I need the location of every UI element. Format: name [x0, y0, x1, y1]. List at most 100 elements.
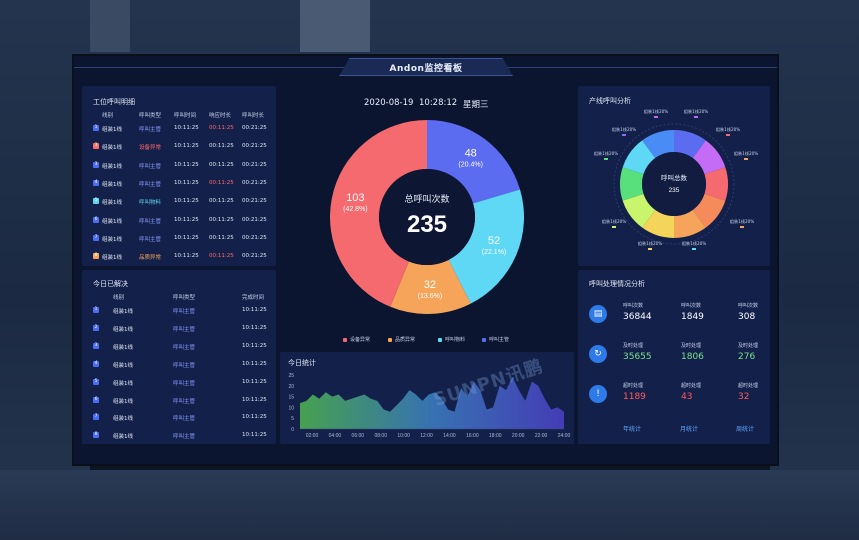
- table-cell-line: 组装1线: [102, 127, 122, 133]
- table-cell-duration: 00:21:25: [242, 143, 267, 150]
- x-tick-label: 06:00: [352, 433, 365, 439]
- dashboard-screen: Andon监控看板 工位呼叫明细 线别 呼叫类型 呼叫时间 响应时长 呼叫时长 1 组装1…: [72, 54, 779, 466]
- call-handling-panel: 呼叫处理情况分析 ▤ 呼叫次数 36844 呼叫次数 1849 呼叫次数 308 ↻ 及时处理 3…: [578, 270, 770, 444]
- legend-item: 品质异常: [388, 336, 415, 343]
- table-cell-line: 组装1线: [102, 145, 122, 152]
- donut-segment: [427, 120, 521, 204]
- col-header: 呼叫时间: [174, 113, 197, 119]
- donut-segment: [448, 189, 524, 304]
- row-index: 1: [93, 307, 99, 313]
- table-cell-type: 呼叫主管: [173, 434, 196, 441]
- call-detail-title: 工位呼叫明细: [93, 98, 135, 106]
- ring-label-marker: [622, 134, 626, 136]
- ring-label: 组装1线20%: [716, 126, 741, 133]
- stat-value: 36844: [623, 312, 652, 322]
- ring-segment: [692, 193, 726, 228]
- table-cell-line: 组装1线: [113, 344, 133, 351]
- ring-label-marker: [648, 248, 652, 250]
- table-cell-line: 组装1线: [102, 218, 122, 225]
- table-cell-response: 00:11:25: [209, 198, 234, 205]
- x-tick-label: 08:00: [374, 433, 387, 439]
- table-cell-response: 00:11:25: [209, 161, 234, 168]
- ring-label: 组装1线20%: [684, 108, 709, 115]
- background-floor: [0, 470, 859, 540]
- x-tick-label: 04:00: [329, 433, 342, 439]
- ring-label-marker: [604, 158, 608, 160]
- table-cell-type: 呼叫主管: [139, 218, 162, 225]
- legend-swatch: [482, 337, 486, 342]
- donut-panel: 2020-08-19 10:28:12 星期三 48 (20.4%) 52 (22.1…: [280, 86, 574, 348]
- table-cell-line: 组装1线: [113, 380, 133, 387]
- x-tick-label: 22:00: [535, 433, 548, 439]
- stat-value: 1189: [623, 392, 646, 402]
- ring-label: 组装1线20%: [682, 240, 707, 247]
- table-cell-response: 00:11:25: [209, 143, 234, 150]
- stat-period-link[interactable]: 周统计: [736, 426, 755, 433]
- line-ring-chart: 呼叫总数 235 组装1线20% 组装1线20% 组装1线20% 组装1线20% 组装1线2…: [594, 108, 759, 250]
- stat-label: 超时处理: [623, 383, 644, 389]
- stat-period-link[interactable]: 年统计: [623, 426, 642, 433]
- col-header: 响应时长: [209, 113, 232, 119]
- table-cell-type: 呼叫主管: [173, 398, 196, 405]
- table-cell-response: 00:11:25: [209, 179, 234, 186]
- table-cell-time: 10:11:25: [174, 161, 199, 168]
- table-cell-duration: 00:21:25: [242, 125, 267, 131]
- weekday-text: 星期三: [463, 100, 489, 110]
- row-index: 8: [93, 432, 99, 439]
- table-cell-line: 组装1线: [102, 200, 122, 207]
- ring-hole: [642, 152, 706, 216]
- ring-segment: [704, 167, 728, 201]
- ring-label: 组装1线20%: [638, 240, 663, 247]
- legend-swatch: [438, 337, 442, 342]
- table-cell-type: 呼叫主管: [173, 309, 196, 315]
- row-index: 7: [93, 234, 99, 241]
- ring-label-marker: [726, 134, 730, 136]
- table-cell-time: 10:11:25: [174, 216, 199, 223]
- refresh-icon: ↻: [589, 345, 607, 363]
- line-analysis-title: 产线呼叫分析: [589, 97, 631, 105]
- ring-segment: [642, 130, 674, 159]
- stat-value: 1806: [681, 352, 704, 362]
- ring-segment: [622, 140, 656, 175]
- ring-label: 组装1线20%: [644, 108, 669, 115]
- ring-label: 组装1线20%: [734, 150, 759, 157]
- ring-center-label: 呼叫总数: [661, 173, 688, 182]
- row-index: 7: [93, 414, 99, 421]
- table-cell-type: 品质异常: [139, 255, 162, 262]
- y-tick-label: 25: [288, 373, 294, 379]
- legend-item: 设备异常: [343, 336, 370, 343]
- stat-value: 43: [681, 392, 693, 402]
- x-tick-label: 20:00: [512, 433, 525, 439]
- x-tick-label: 12:00: [420, 433, 433, 439]
- tv-base: [90, 466, 770, 470]
- table-cell-time: 10:11:25: [174, 253, 199, 260]
- donut-segment: [390, 259, 471, 314]
- title-bar: Andon监控看板: [74, 56, 777, 78]
- y-tick-label: 5: [291, 416, 294, 422]
- legend-label: 设备异常: [350, 337, 371, 343]
- ring-label-marker: [612, 226, 616, 228]
- table-cell-type: 呼叫主管: [173, 380, 196, 387]
- col-header: 呼叫时长: [242, 113, 265, 119]
- row-index: 4: [93, 360, 99, 367]
- row-index: 5: [93, 378, 99, 385]
- stat-period-link[interactable]: 月统计: [680, 426, 699, 433]
- col-header: 呼叫类型: [173, 295, 196, 301]
- background-shelf: [90, 0, 130, 52]
- y-tick-label: 0: [291, 427, 294, 433]
- table-cell-duration: 00:21:25: [242, 179, 267, 186]
- stat-label: 呼叫次数: [623, 303, 644, 309]
- table-cell-time: 10:11:25: [242, 414, 267, 421]
- stat-value: 308: [738, 312, 756, 322]
- ring-segment: [674, 209, 706, 238]
- legend-item: 呼叫主管: [482, 336, 509, 343]
- table-cell-type: 呼叫主管: [139, 127, 162, 133]
- row-index: 6: [93, 216, 99, 223]
- stat-value: 35655: [623, 352, 652, 362]
- legend-label: 呼叫主管: [489, 337, 510, 343]
- table-cell-response: 00:11:25: [209, 216, 234, 223]
- table-cell-line: 组装1线: [113, 309, 133, 315]
- today-stats-panel: 今日统计 25 20 15 10 5 0 02:00 04:00 06:00 08:00 10:00…: [280, 352, 574, 444]
- table-cell-duration: 00:21:25: [242, 234, 267, 241]
- call-detail-panel: 工位呼叫明细 线别 呼叫类型 呼叫时间 响应时长 呼叫时长 1 组装1线 呼叫主管 10:11…: [82, 86, 276, 266]
